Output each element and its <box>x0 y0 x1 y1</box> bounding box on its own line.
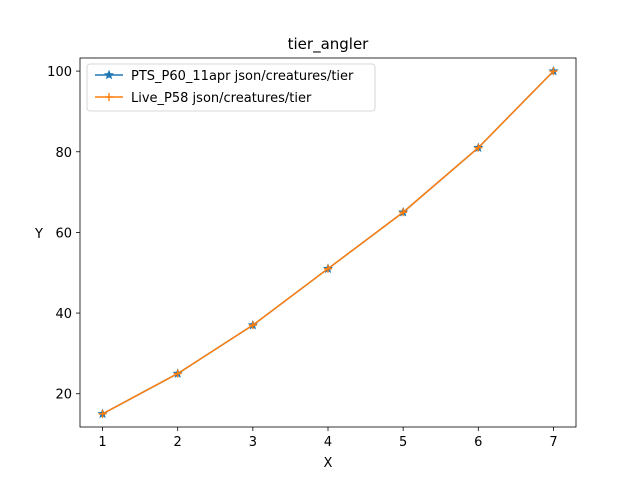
x-tick-label: 5 <box>399 435 407 450</box>
x-tick-label: 4 <box>324 435 332 450</box>
legend: PTS_P60_11apr json/creatures/tier Live_P5… <box>86 63 376 112</box>
x-tick-label: 2 <box>174 435 182 450</box>
y-tick-label: 40 <box>55 307 72 322</box>
y-tick-label: 80 <box>55 146 72 161</box>
series-2-point <box>324 264 332 273</box>
series-2-point <box>474 143 483 152</box>
y-tick-label: 20 <box>55 388 72 403</box>
legend-marker-2 <box>105 93 113 101</box>
series-2-point <box>98 409 107 418</box>
legend-label-1: PTS_P60_11apr json/creatures/tier <box>131 69 354 84</box>
chart-title: tier_angler <box>288 35 370 54</box>
y-axis-label: Y <box>34 227 43 242</box>
x-tick-label: 6 <box>474 435 482 450</box>
legend-box <box>86 63 376 112</box>
y-tick-label: 60 <box>55 226 72 241</box>
legend-label-2: Live_P58 json/creatures/tier <box>131 91 312 106</box>
series-2-point <box>248 321 257 330</box>
x-tick-label: 3 <box>249 435 257 450</box>
series-2-point <box>549 67 558 76</box>
x-axis-label: X <box>324 456 333 471</box>
series-2-point <box>173 369 182 378</box>
x-tick-label: 7 <box>549 435 557 450</box>
x-tick-label: 1 <box>98 435 106 450</box>
y-tick-label: 100 <box>47 65 72 80</box>
series-2-point <box>399 208 408 217</box>
plot-area: 1 2 3 4 5 6 7 20 40 60 80 100 <box>47 57 577 450</box>
legend-marker-1 <box>103 69 115 80</box>
